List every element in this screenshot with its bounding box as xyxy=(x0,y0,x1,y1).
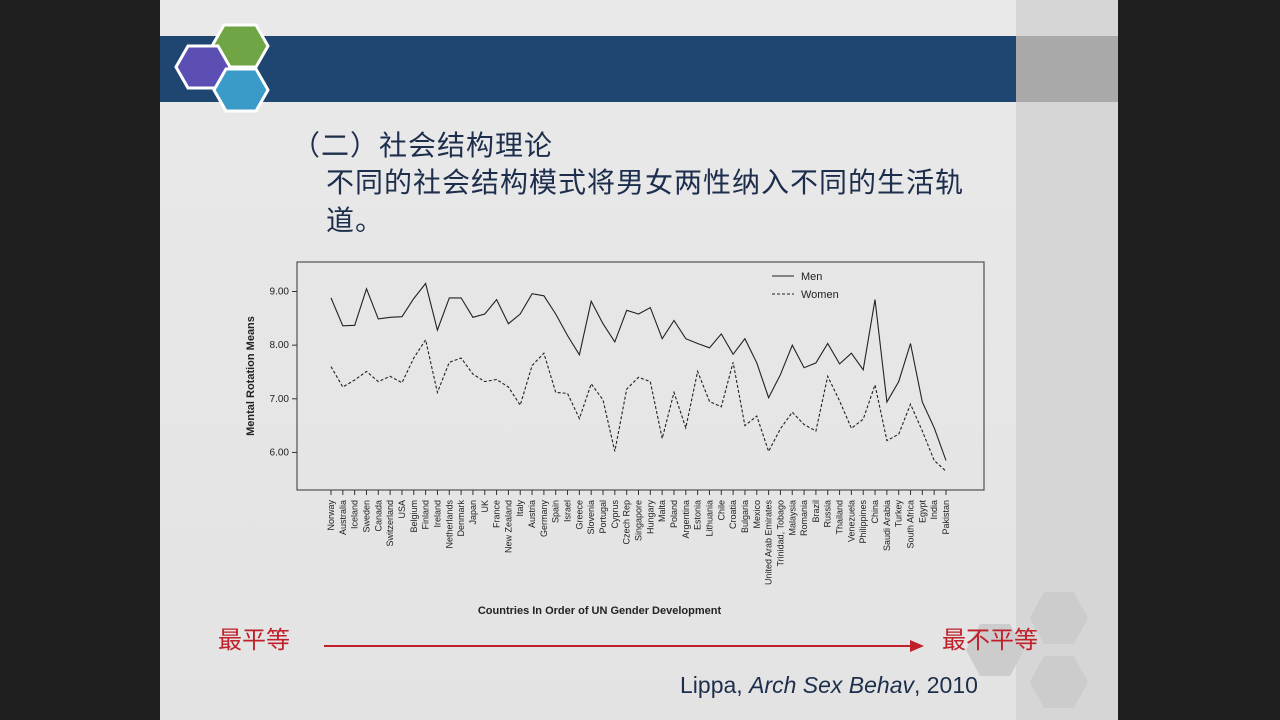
x-tick-label: Saudi Arabia xyxy=(882,500,892,551)
x-tick-label: Spain xyxy=(551,500,561,523)
x-tick-label: Estonia xyxy=(693,500,703,530)
least-equal-label: 最不平等 xyxy=(942,626,1038,654)
plot-frame xyxy=(296,261,985,491)
x-tick-label: Argentina xyxy=(681,500,691,539)
x-tick-label: USA xyxy=(397,500,407,519)
x-tick-label: Malaysia xyxy=(787,500,797,536)
x-tick-label: Austria xyxy=(527,500,537,528)
x-tick-label: Norway xyxy=(326,500,336,531)
citation: Lippa, Arch Sex Behav, 2010 xyxy=(680,672,978,699)
most-equal-label: 最平等 xyxy=(218,626,290,654)
x-tick-label: Israel xyxy=(563,500,573,522)
direction-arrow xyxy=(324,640,924,652)
x-tick-label: Mexico xyxy=(752,500,762,529)
sidebar-band-accent xyxy=(1016,36,1118,102)
x-tick-label: Croatia xyxy=(728,500,738,529)
slide-body-text: 不同的社会结构模式将男女两性纳入不同的生活轨道。 xyxy=(326,166,965,237)
x-tick-label: China xyxy=(870,500,880,524)
x-tick-label: Turkey xyxy=(894,500,904,528)
y-axis-label: Mental Rotation Means xyxy=(245,316,257,436)
x-tick-label: Japan xyxy=(468,500,478,525)
x-tick-label: Finland xyxy=(421,500,431,530)
x-tick-label: India xyxy=(929,500,939,520)
x-tick-label: Belgium xyxy=(409,500,419,533)
legend-label-men: Men xyxy=(801,271,822,283)
x-tick-label: Bulgaria xyxy=(740,500,750,533)
series-line-women xyxy=(330,338,947,472)
x-tick-label: Canada xyxy=(373,500,383,532)
x-tick-label: Pakistan xyxy=(941,500,951,535)
slide-title: （二）社会结构理论 xyxy=(292,129,554,162)
x-tick-label: Poland xyxy=(669,500,679,528)
mental-rotation-chart: 6.00 7.00 8.00 9.00 Mental Rotation Means Nor… xyxy=(245,261,985,617)
x-tick-label: Romania xyxy=(799,500,809,536)
x-tick-label: Cyprus xyxy=(610,500,620,529)
x-tick-label: Ireland xyxy=(432,500,442,528)
x-tick-label: Germany xyxy=(539,500,549,538)
x-tick-label: New Zealand xyxy=(503,500,513,553)
citation-author: Lippa, xyxy=(680,672,750,698)
x-tick-label: Czech Rep xyxy=(622,500,632,545)
x-tick-label: France xyxy=(492,500,502,528)
y-tick-label: 9.00 xyxy=(270,287,290,298)
x-tick-label: South Africa xyxy=(906,500,916,549)
y-tick-label: 8.00 xyxy=(270,340,290,351)
y-tick-label: 7.00 xyxy=(270,394,290,405)
citation-year: , 2010 xyxy=(913,672,978,698)
citation-journal: Arch Sex Behav xyxy=(749,672,914,698)
x-tick-label: Brazil xyxy=(811,500,821,523)
x-tick-label: United Arab Emirates xyxy=(764,500,774,586)
y-tick-label: 6.00 xyxy=(270,447,290,458)
x-tick-label: Chile xyxy=(716,500,726,521)
x-tick-label: Hungary xyxy=(645,500,655,535)
x-tick-label: Greece xyxy=(574,500,584,530)
x-tick-label: Italy xyxy=(515,500,525,517)
x-tick-label: Trinidad, Tobago xyxy=(775,500,785,567)
x-tick-label: Portugal xyxy=(598,500,608,534)
x-tick-label: Lithuania xyxy=(704,500,714,537)
header-band xyxy=(160,36,1016,102)
blue-hexagon xyxy=(212,67,270,113)
x-tick-label: Switzerland xyxy=(385,500,395,547)
x-tick-label: Netherlands xyxy=(444,500,454,549)
x-tick-label: Singapore xyxy=(634,500,644,541)
x-tick-label: Russia xyxy=(823,500,833,528)
slide: （二）社会结构理论 不同的社会结构模式将男女两性纳入不同的生活轨道。 6.00 7… xyxy=(160,0,1118,720)
x-tick-label: Malta xyxy=(657,500,667,522)
series-line-men xyxy=(330,282,947,461)
x-tick-label: UK xyxy=(480,500,490,513)
x-tick-label: Iceland xyxy=(350,500,360,529)
x-tick-label: Sweden xyxy=(361,500,371,533)
x-tick-label: Philippines xyxy=(858,500,868,544)
x-tick-label: Australia xyxy=(338,500,348,535)
hexagon-logo xyxy=(174,23,270,113)
legend-label-women: Women xyxy=(801,289,839,301)
decorative-hexagons xyxy=(966,592,1088,708)
x-tick-label: Venezuela xyxy=(846,500,856,542)
x-tick-label: Thailand xyxy=(835,500,845,535)
x-tick-label: Egypt xyxy=(917,500,927,524)
x-tick-label: Slovenia xyxy=(586,500,596,535)
x-tick-label: Denmark xyxy=(456,500,466,537)
x-axis-label: Countries In Order of UN Gender Developm… xyxy=(478,605,722,617)
